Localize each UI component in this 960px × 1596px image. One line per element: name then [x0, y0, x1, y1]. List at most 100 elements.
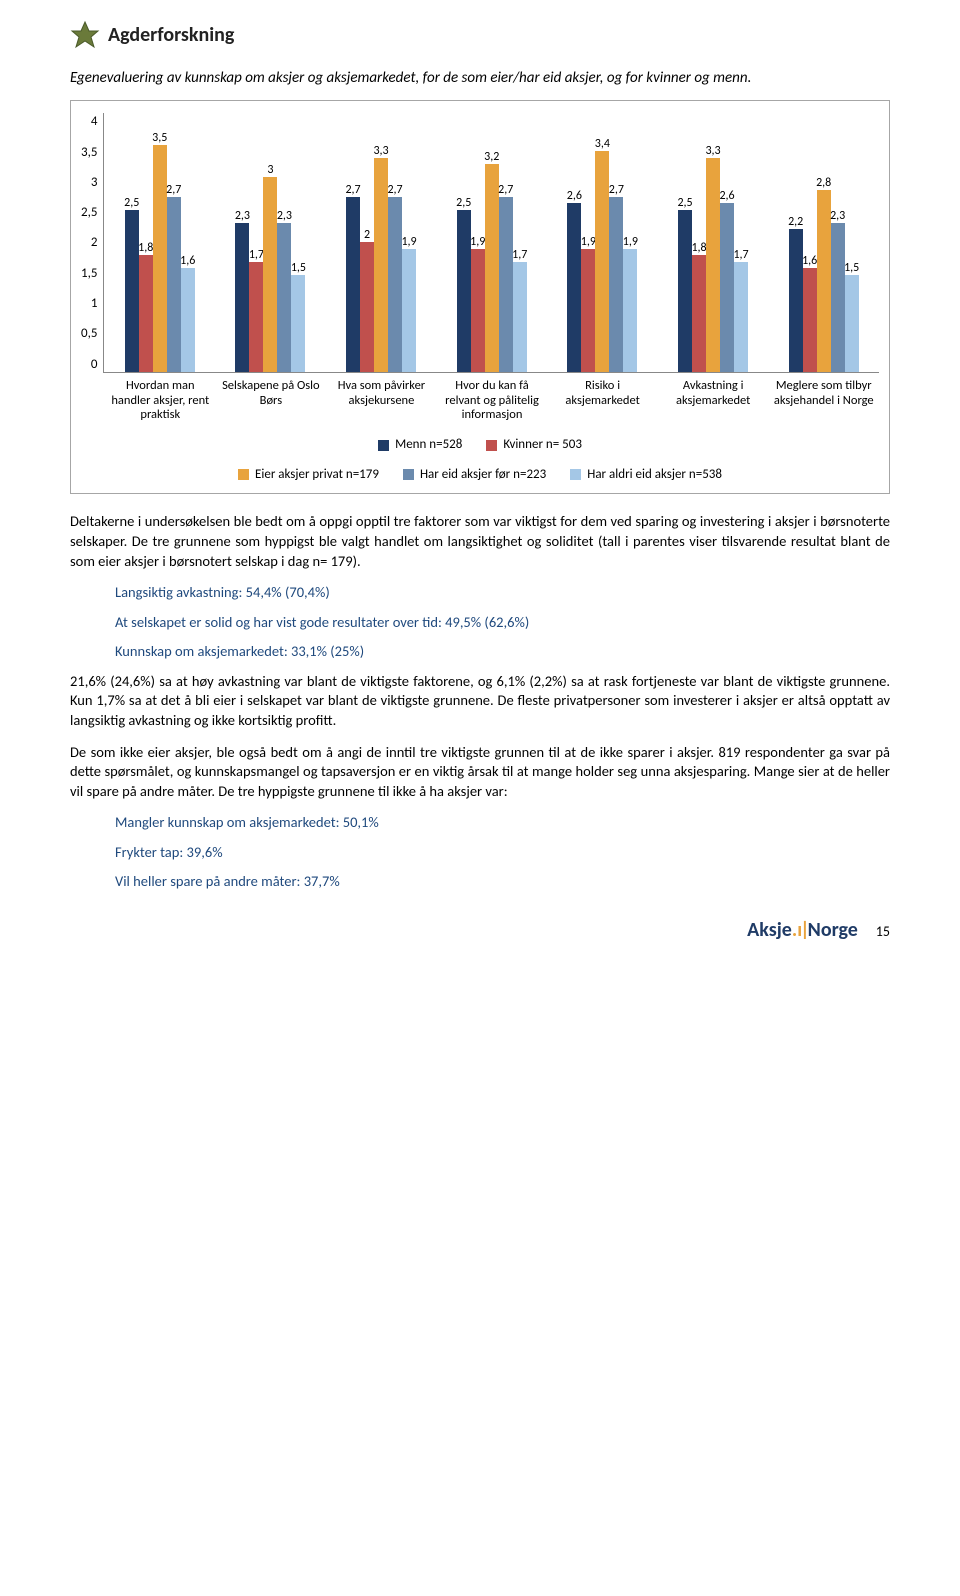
x-label: Hvor du kan få relvant og pålitelig info…: [437, 373, 548, 422]
bar-kvinner: 1,8: [692, 255, 706, 372]
bar-eier: 3,3: [706, 158, 720, 373]
bar-eier: 3: [263, 177, 277, 372]
chart-plot: 2,51,83,52,71,62,31,732,31,52,723,32,71,…: [103, 113, 879, 373]
chart-legend: Menn n=528 Kvinner n= 503 Eier aksjer priv…: [81, 436, 879, 483]
bar-aldri: 1,7: [513, 262, 527, 373]
paragraph-1: Deltakerne i undersøkelsen ble bedt om å…: [70, 512, 890, 571]
bar-menn: 2,3: [235, 223, 249, 373]
y-tick: 2: [91, 234, 98, 252]
bullet-blue-1: Langsiktig avkastning: 54,4% (70,4%): [115, 583, 890, 603]
bar-value-label: 2,8: [816, 175, 831, 191]
bar-value-label: 3,5: [152, 130, 167, 146]
footer-logo: Aksje.ı|Norge: [747, 917, 858, 944]
legend-item-aldri: Har aldri eid aksjer n=538: [570, 466, 722, 484]
legend-item-kvinner: Kvinner n= 503: [486, 436, 582, 454]
bar-menn: 2,5: [125, 210, 139, 373]
y-tick: 2,5: [81, 204, 97, 222]
bar-kvinner: 1,6: [803, 268, 817, 372]
bullet-blue-3: Kunnskap om aksjemarkedet: 33,1% (25%): [115, 642, 890, 662]
x-label: Hvordan man handler aksjer, rent praktis…: [105, 373, 216, 422]
y-tick: 3,5: [81, 144, 97, 162]
y-tick: 3: [91, 174, 98, 192]
x-label: Selskapene på Oslo Børs: [216, 373, 327, 422]
legend-swatch: [238, 469, 249, 480]
category-group: 2,31,732,31,5: [215, 113, 326, 372]
legend-label: Har aldri eid aksjer n=538: [587, 466, 722, 484]
bar-value-label: 1,5: [291, 260, 306, 276]
x-label: Risiko i aksjemarkedet: [547, 373, 658, 422]
legend-label: Kvinner n= 503: [503, 436, 582, 454]
bar-kvinner: 1,9: [471, 249, 485, 373]
bar-hareid: 2,7: [499, 197, 513, 373]
bar-value-label: 1,7: [512, 247, 527, 263]
bar-aldri: 1,9: [402, 249, 416, 373]
category-group: 2,723,32,71,9: [326, 113, 437, 372]
category-group: 2,61,93,42,71,9: [547, 113, 658, 372]
bar-value-label: 3,3: [373, 143, 388, 159]
bar-value-label: 1,9: [401, 234, 416, 250]
legend-item-eier: Eier aksjer privat n=179: [238, 466, 379, 484]
bar-value-label: 2,5: [677, 195, 692, 211]
bar-value-label: 2,2: [788, 214, 803, 230]
brand-name: Agderforskning: [108, 22, 234, 49]
paragraph-3: De som ikke eier aksjer, ble også bedt o…: [70, 743, 890, 802]
bar-menn: 2,6: [567, 203, 581, 372]
logo-icon: [70, 20, 100, 50]
bar-value-label: 1,9: [623, 234, 638, 250]
bar-menn: 2,5: [457, 210, 471, 373]
bar-aldri: 1,5: [291, 275, 305, 373]
legend-item-menn: Menn n=528: [378, 436, 462, 454]
bar-value-label: 2,7: [166, 182, 181, 198]
bar-kvinner: 1,8: [139, 255, 153, 372]
bar-aldri: 1,9: [623, 249, 637, 373]
bar-hareid: 2,7: [167, 197, 181, 373]
y-tick: 0,5: [81, 325, 97, 343]
category-group: 2,51,93,22,71,7: [436, 113, 547, 372]
bar-value-label: 3,3: [705, 143, 720, 159]
paragraph-2: 21,6% (24,6%) sa at høy avkastning var b…: [70, 672, 890, 731]
bar-aldri: 1,5: [845, 275, 859, 373]
bar-aldri: 1,6: [181, 268, 195, 372]
legend-label: Eier aksjer privat n=179: [255, 466, 379, 484]
x-label: Avkastning i aksjemarkedet: [658, 373, 769, 422]
y-tick: 4: [91, 113, 98, 131]
bar-eier: 3,2: [485, 164, 499, 372]
bar-value-label: 1,5: [844, 260, 859, 276]
bullet-blue-5: Frykter tap: 39,6%: [115, 843, 890, 863]
page-footer: Aksje.ı|Norge 15: [747, 917, 890, 944]
chart-title: Egenevaluering av kunnskap om aksjer og …: [70, 68, 890, 88]
bar-chart: 43,532,521,510,50 2,51,83,52,71,62,31,73…: [70, 100, 890, 494]
y-tick: 1,5: [81, 265, 97, 283]
legend-swatch: [403, 469, 414, 480]
y-tick: 0: [91, 356, 98, 374]
legend-swatch: [378, 440, 389, 451]
bar-value-label: 2,3: [235, 208, 250, 224]
bar-value-label: 2,7: [387, 182, 402, 198]
bar-value-label: 2,5: [456, 195, 471, 211]
bar-eier: 3,3: [374, 158, 388, 373]
x-label: Hva som påvirker aksjekursene: [326, 373, 437, 422]
legend-label: Menn n=528: [395, 436, 462, 454]
bar-value-label: 1,7: [249, 247, 264, 263]
category-group: 2,21,62,82,31,5: [768, 113, 879, 372]
bar-hareid: 2,3: [831, 223, 845, 373]
bar-kvinner: 1,7: [249, 262, 263, 373]
y-tick: 1: [91, 295, 98, 313]
bar-value-label: 1,9: [581, 234, 596, 250]
bar-value-label: 3: [267, 162, 273, 178]
bar-aldri: 1,7: [734, 262, 748, 373]
bar-value-label: 2,6: [719, 188, 734, 204]
legend-swatch: [570, 469, 581, 480]
bar-value-label: 1,8: [138, 240, 153, 256]
bar-value-label: 1,9: [470, 234, 485, 250]
legend-item-hareid: Har eid aksjer før n=223: [403, 466, 546, 484]
bar-value-label: 2,7: [345, 182, 360, 198]
bar-value-label: 1,6: [802, 253, 817, 269]
bullet-blue-4: Mangler kunnskap om aksjemarkedet: 50,1%: [115, 813, 890, 833]
bullet-blue-2: At selskapet er solid og har vist gode r…: [115, 613, 890, 633]
bar-eier: 2,8: [817, 190, 831, 372]
bar-hareid: 2,7: [609, 197, 623, 373]
y-axis: 4 3,5 3 2,5 2 1,5 1 0,5 0: [81, 113, 103, 373]
bar-value-label: 2,7: [609, 182, 624, 198]
x-label: Meglere som tilbyr aksjehandel i Norge: [768, 373, 879, 422]
